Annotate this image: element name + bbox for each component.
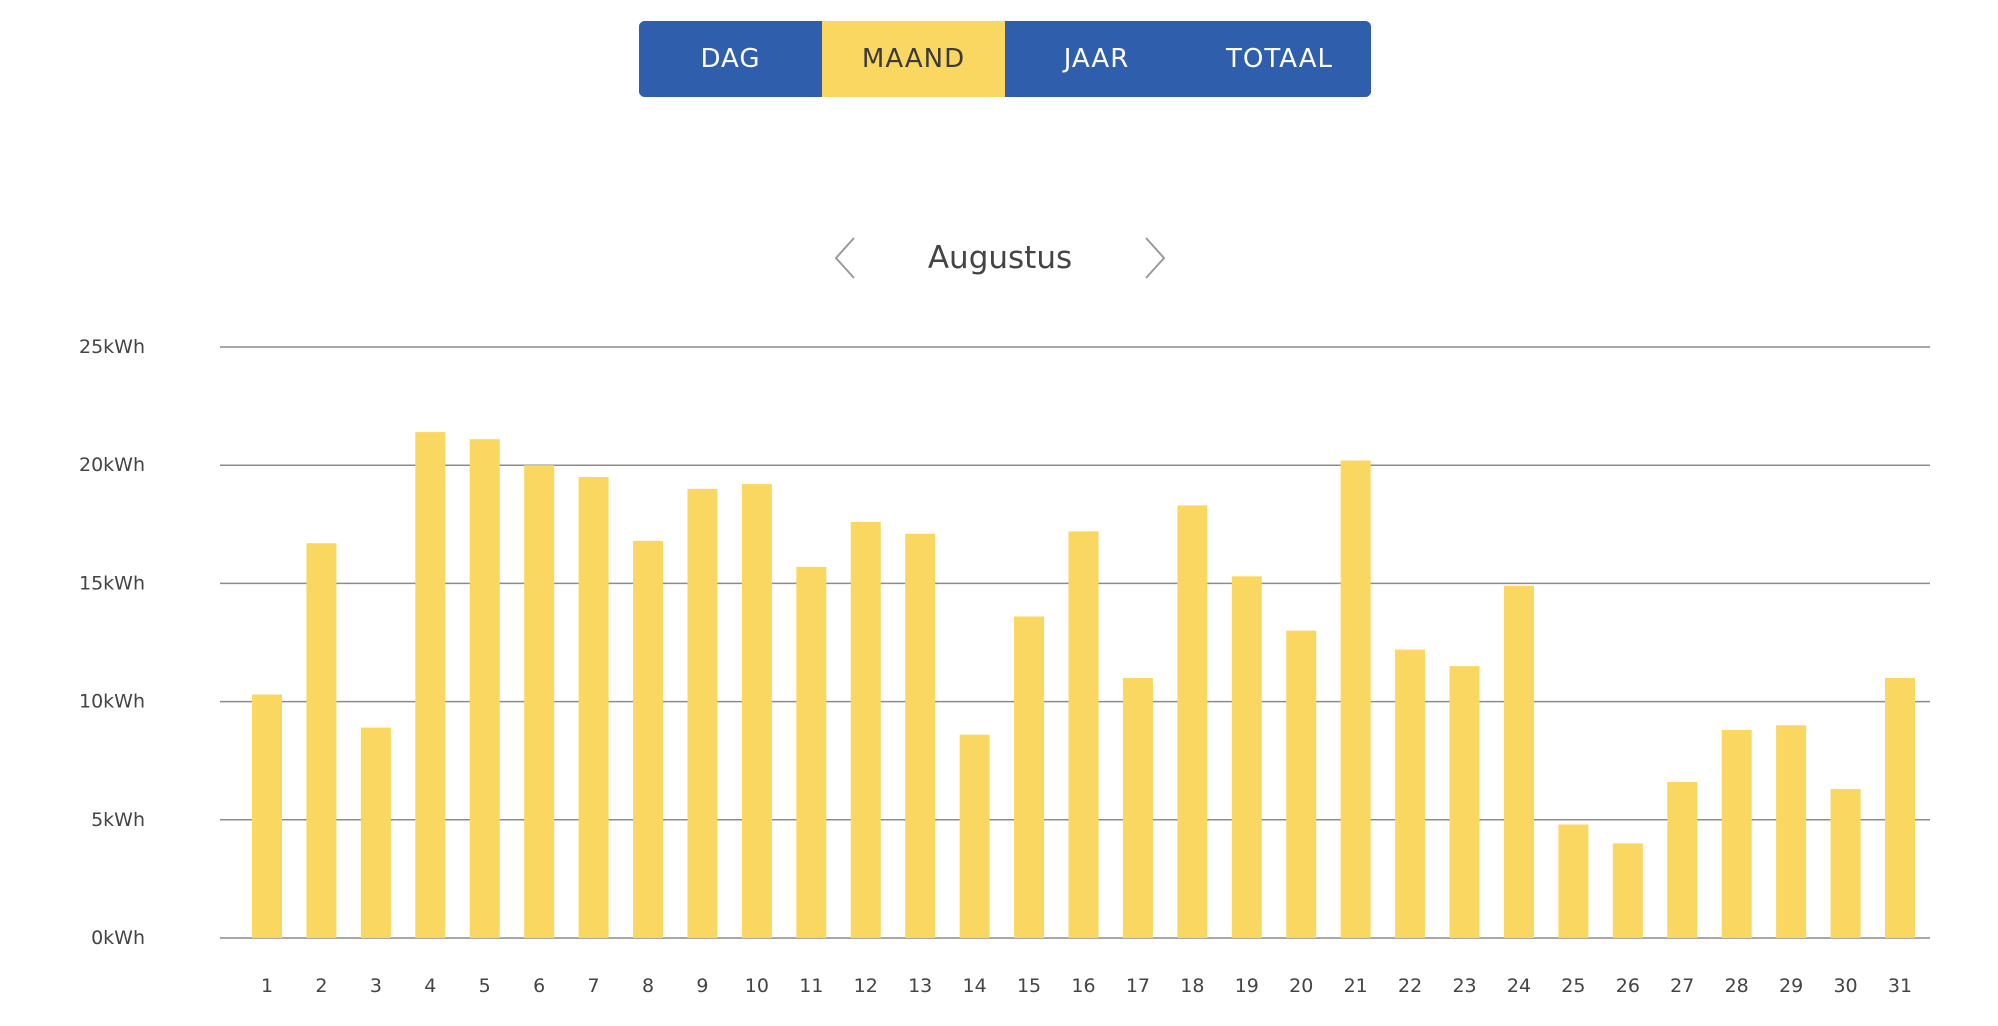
x-tick-label: 16 [1071, 975, 1095, 997]
bar-day-21[interactable] [1340, 460, 1371, 938]
x-tick-label: 14 [963, 975, 987, 997]
y-axis-ticks: 0kWh 5kWh 10kWh 15kWh 20kWh 25kWh [79, 336, 145, 949]
bar-day-4[interactable] [415, 432, 446, 938]
x-tick-label: 13 [908, 975, 932, 997]
bar-day-18[interactable] [1177, 505, 1208, 938]
bar-day-17[interactable] [1122, 677, 1153, 938]
bar-day-23[interactable] [1449, 666, 1480, 938]
bar-day-13[interactable] [905, 533, 936, 938]
y-tick-label: 0kWh [91, 927, 145, 949]
bar-day-30[interactable] [1830, 789, 1861, 938]
x-tick-label: 17 [1126, 975, 1150, 997]
bar-day-9[interactable] [687, 488, 718, 938]
bars [252, 432, 1915, 938]
y-tick-label: 25kWh [79, 336, 145, 358]
bar-day-27[interactable] [1667, 781, 1698, 938]
month-label: Augustus [927, 240, 1073, 276]
x-tick-label: 7 [588, 975, 600, 997]
x-tick-label: 24 [1507, 975, 1531, 997]
bar-day-12[interactable] [850, 521, 881, 938]
bar-day-7[interactable] [578, 477, 609, 938]
y-tick-label: 10kWh [79, 691, 145, 713]
x-tick-label: 8 [642, 975, 654, 997]
y-tick-label: 5kWh [91, 809, 145, 831]
tab-maand[interactable]: MAAND [822, 21, 1005, 97]
y-tick-label: 20kWh [79, 454, 145, 476]
x-tick-label: 23 [1452, 975, 1476, 997]
x-tick-label: 18 [1180, 975, 1204, 997]
x-tick-label: 6 [533, 975, 545, 997]
x-tick-label: 1 [261, 975, 273, 997]
bar-day-20[interactable] [1286, 630, 1317, 938]
bar-day-6[interactable] [524, 465, 555, 938]
bar-day-25[interactable] [1558, 824, 1589, 938]
x-tick-label: 5 [479, 975, 491, 997]
x-tick-label: 9 [696, 975, 708, 997]
x-tick-label: 12 [854, 975, 878, 997]
x-tick-label: 22 [1398, 975, 1422, 997]
x-tick-label: 4 [424, 975, 436, 997]
tab-jaar[interactable]: JAAR [1005, 21, 1188, 97]
tab-totaal[interactable]: TOTAAL [1188, 21, 1371, 97]
bar-day-3[interactable] [360, 727, 391, 938]
bar-day-19[interactable] [1231, 576, 1262, 938]
bar-day-11[interactable] [796, 566, 827, 938]
bar-day-14[interactable] [959, 734, 990, 938]
x-tick-label: 3 [370, 975, 382, 997]
x-tick-label: 15 [1017, 975, 1041, 997]
bar-day-16[interactable] [1068, 531, 1099, 938]
bar-day-8[interactable] [633, 540, 664, 938]
tab-dag[interactable]: DAG [639, 21, 822, 97]
x-tick-label: 26 [1616, 975, 1640, 997]
x-tick-label: 21 [1344, 975, 1368, 997]
x-tick-label: 25 [1561, 975, 1585, 997]
bar-day-10[interactable] [741, 484, 772, 938]
month-navigator: Augustus [820, 228, 1180, 288]
x-tick-label: 11 [799, 975, 823, 997]
x-tick-label: 10 [745, 975, 769, 997]
y-tick-label: 15kWh [79, 572, 145, 594]
bar-day-2[interactable] [306, 543, 337, 938]
x-tick-label: 2 [315, 975, 327, 997]
bar-day-26[interactable] [1612, 843, 1643, 938]
x-tick-label: 31 [1888, 975, 1912, 997]
x-tick-label: 27 [1670, 975, 1694, 997]
bar-day-15[interactable] [1014, 616, 1045, 938]
x-tick-label: 20 [1289, 975, 1313, 997]
bar-day-31[interactable] [1885, 677, 1915, 938]
x-axis-ticks: 1 2 3 4 5 6 7 8 9 10 11 12 13 14 15 16 17 18 19 20 21 22 23 24 2… [261, 975, 1912, 997]
chevron-right-icon[interactable] [1130, 228, 1180, 288]
x-tick-label: 30 [1833, 975, 1857, 997]
chevron-left-icon[interactable] [820, 228, 870, 288]
x-tick-label: 28 [1725, 975, 1749, 997]
bar-day-28[interactable] [1721, 729, 1752, 938]
bar-day-22[interactable] [1395, 649, 1426, 938]
bar-day-24[interactable] [1503, 585, 1534, 938]
bar-day-29[interactable] [1776, 725, 1807, 938]
x-tick-label: 19 [1235, 975, 1259, 997]
period-tabs: DAG MAAND JAAR TOTAAL [639, 21, 1371, 97]
x-tick-label: 29 [1779, 975, 1803, 997]
bar-day-5[interactable] [469, 439, 500, 938]
bar-day-1[interactable] [252, 694, 282, 938]
